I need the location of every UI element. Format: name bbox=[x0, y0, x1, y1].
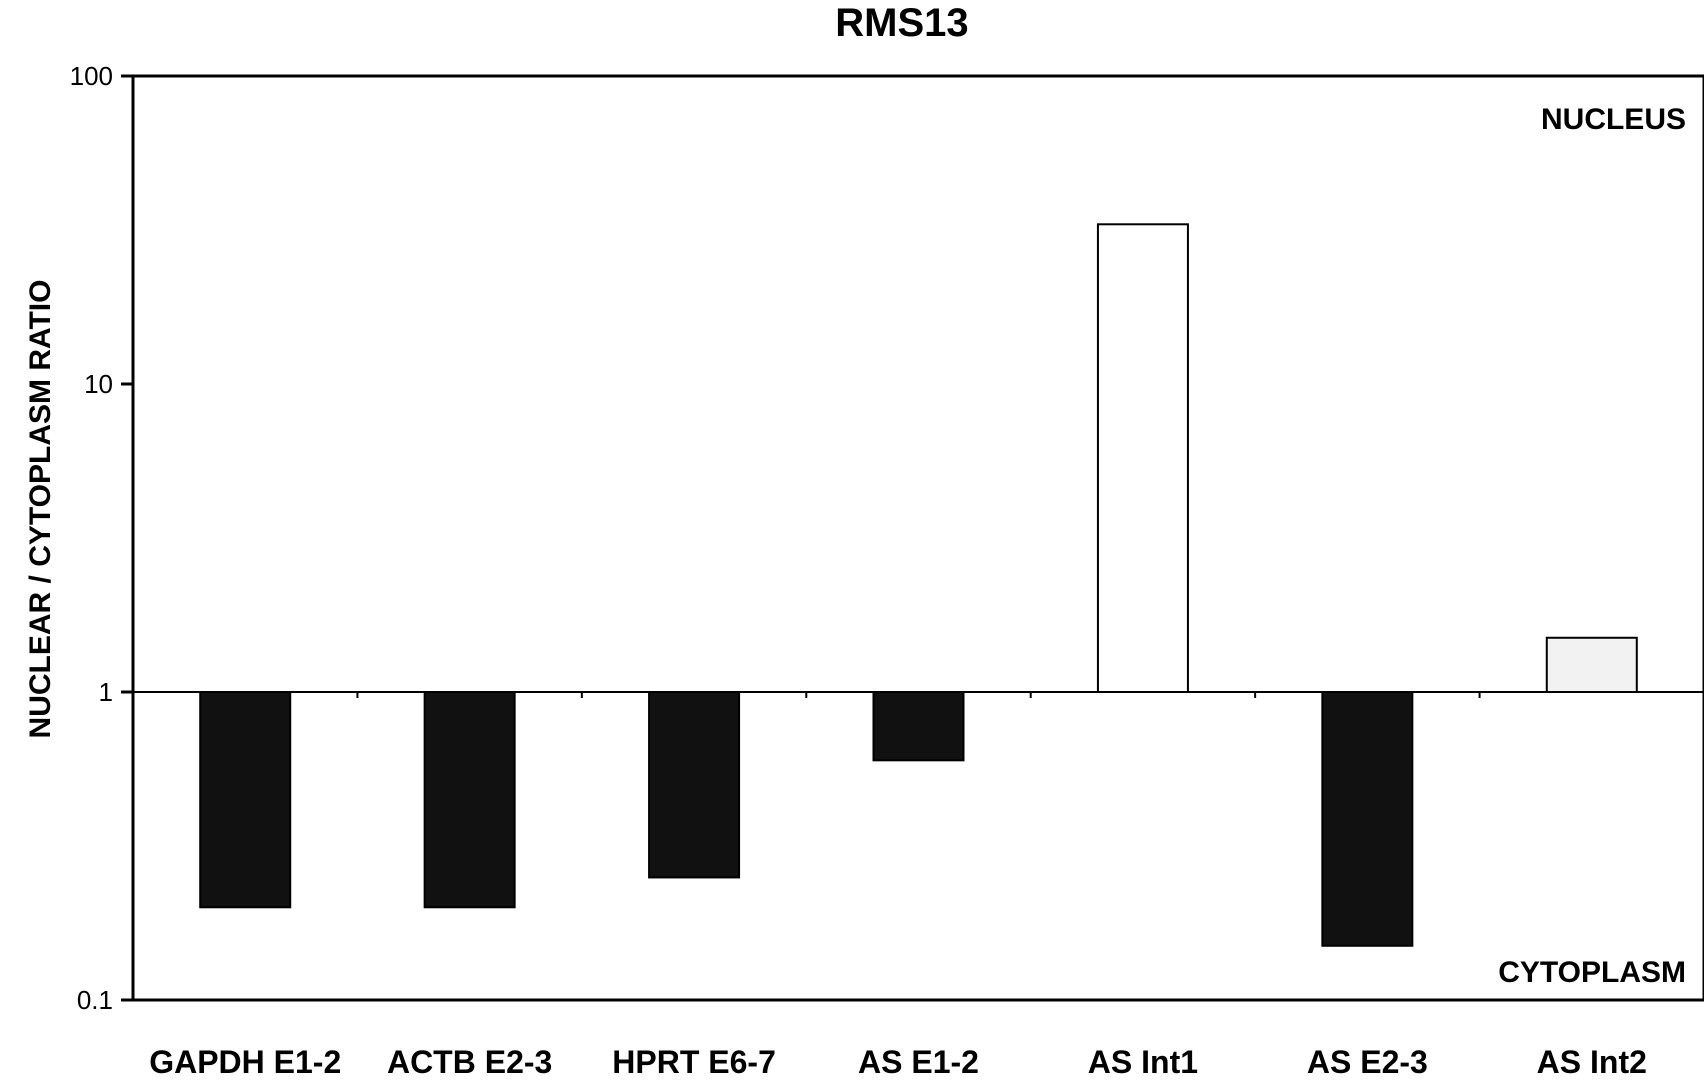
bar-gapdh-e1-2 bbox=[199, 691, 292, 909]
chart-title: RMS13 bbox=[835, 1, 968, 45]
x-category-label: AS Int1 bbox=[1088, 1044, 1198, 1080]
bar-as-e1-2 bbox=[872, 691, 965, 762]
plot-frame bbox=[131, 74, 1704, 1002]
y-axis: 0.1 1 10 100 bbox=[70, 61, 133, 1015]
y-tick-label: 1 bbox=[99, 677, 113, 707]
annotation-cytoplasm: CYTOPLASM bbox=[1498, 956, 1686, 989]
bar-as-int2 bbox=[1545, 636, 1638, 694]
x-category-label: AS E1-2 bbox=[858, 1044, 979, 1080]
x-category-label: HPRT E6-7 bbox=[612, 1044, 776, 1080]
bar-as-int1 bbox=[1096, 223, 1189, 693]
x-category-label: AS E2-3 bbox=[1307, 1044, 1428, 1080]
y-axis-label: NUCLEAR / CYTOPLASM RATIO bbox=[24, 280, 57, 739]
y-tick-label: 100 bbox=[70, 61, 113, 91]
bars bbox=[199, 223, 1638, 947]
x-axis bbox=[356, 692, 1481, 698]
bar-actb-e2-3 bbox=[423, 691, 516, 909]
x-category-label: GAPDH E1-2 bbox=[149, 1044, 341, 1080]
bar-as-e2-3 bbox=[1321, 691, 1414, 947]
bar-hprt-e6-7 bbox=[648, 691, 741, 879]
x-category-label: ACTB E2-3 bbox=[387, 1044, 552, 1080]
category-labels: GAPDH E1-2 ACTB E2-3 HPRT E6-7 AS E1-2 AS In… bbox=[149, 1044, 1647, 1080]
y-tick-label: 10 bbox=[84, 369, 113, 399]
annotation-nucleus: NUCLEUS bbox=[1541, 103, 1686, 136]
y-tick-label: 0.1 bbox=[77, 985, 113, 1015]
x-category-label: AS Int2 bbox=[1537, 1044, 1647, 1080]
